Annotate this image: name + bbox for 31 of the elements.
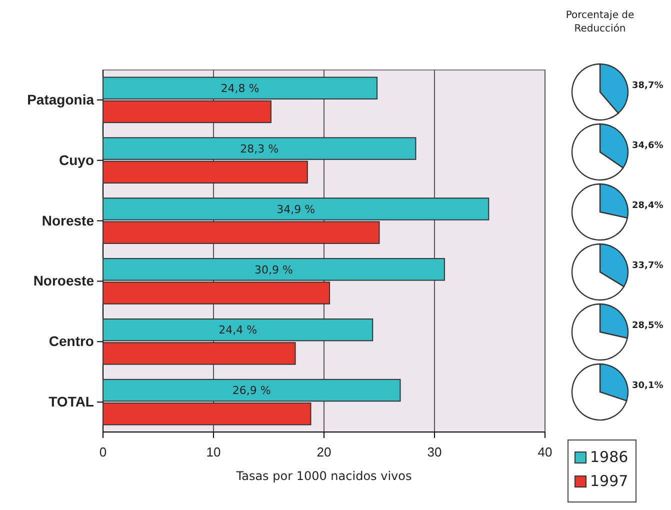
data-label: 38,7% bbox=[632, 81, 664, 91]
data-label: 34,9 % bbox=[276, 202, 316, 216]
x-tick-label: 40 bbox=[538, 444, 552, 460]
pie-slice bbox=[571, 243, 625, 301]
data-label: 28,3 % bbox=[240, 142, 279, 156]
y-tick-label: Centro bbox=[48, 333, 94, 350]
data-label: 34,6% bbox=[632, 141, 664, 151]
data-label: 28,4% bbox=[632, 201, 664, 211]
x-tick-label: 10 bbox=[206, 444, 221, 460]
pie-slice bbox=[571, 363, 628, 421]
y-tick-label: Noreste bbox=[42, 212, 94, 228]
data-label: 24,8 % bbox=[220, 82, 260, 95]
data-label: 33,7% bbox=[632, 261, 664, 271]
legend-label: 1986 bbox=[590, 448, 628, 466]
y-tick-label: Cuyo bbox=[59, 152, 94, 168]
data-label: 24,4 % bbox=[218, 324, 258, 337]
y-tick-label: Patagonia bbox=[27, 91, 94, 108]
data-label: 30,9 % bbox=[254, 263, 293, 276]
y-tick-label: Noroeste bbox=[33, 272, 94, 289]
x-tick-label: 20 bbox=[316, 444, 332, 460]
x-tick-label: 30 bbox=[427, 444, 442, 460]
chart-title: Porcentaje de Reducción bbox=[566, 10, 634, 34]
y-tick-label: TOTAL bbox=[48, 394, 94, 410]
data-label: 28,5% bbox=[632, 321, 664, 331]
data-label: 30,1% bbox=[632, 381, 664, 391]
data-label: 26,9 % bbox=[232, 384, 271, 398]
x-axis-title: Tasas por 1000 nacidos vivos bbox=[235, 469, 412, 483]
legend-label: 1997 bbox=[590, 472, 628, 490]
pie-slice bbox=[571, 183, 628, 241]
x-tick-label: 0 bbox=[99, 444, 107, 460]
pie-slice bbox=[571, 303, 628, 361]
